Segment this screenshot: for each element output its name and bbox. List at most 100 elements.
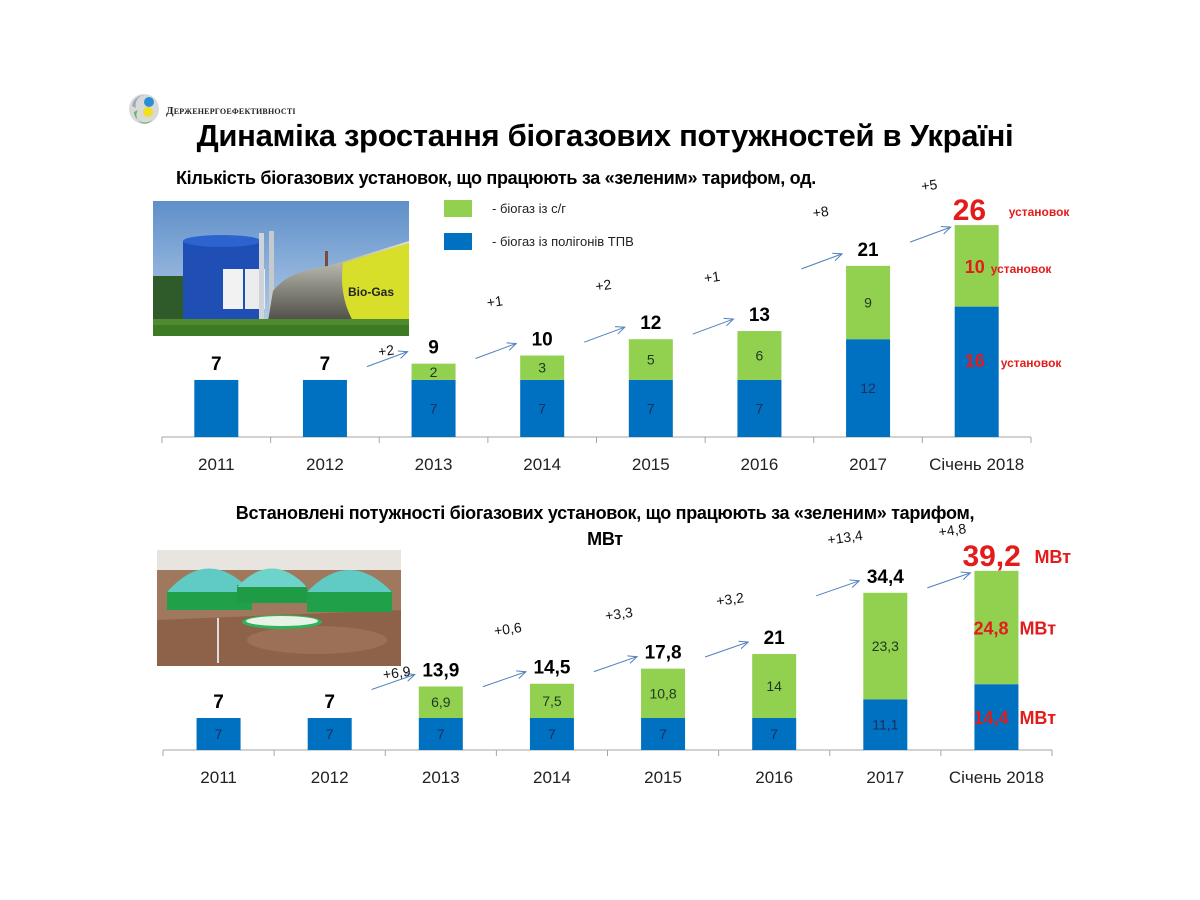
bar-agri [737, 331, 782, 380]
bar-landfill-label: 7 [215, 726, 223, 742]
increment-arrow [801, 254, 842, 270]
last-total-unit: установок [1009, 205, 1071, 219]
last-agri-value: 10 [965, 257, 985, 277]
bar-landfill-label: 7 [647, 400, 655, 416]
bar-total-label: 7 [211, 354, 222, 375]
increment-label: +13,4 [826, 527, 864, 548]
last-landfill-value: 14,4 [973, 708, 1008, 728]
increment-arrow [909, 227, 951, 243]
increment-label: +8 [812, 203, 830, 221]
x-tick-label: 2011 [198, 455, 235, 474]
bar-agri-label: 6 [756, 348, 764, 364]
logo-icon [129, 94, 159, 124]
increment-arrow [593, 657, 637, 673]
chart-installations-count: 2011 7 2012 7 2013 7 2 9 2014 7 3 10 2015 7 5 12 2016 7 6 1… [161, 176, 1071, 474]
last-agri-unit: МВт [1019, 619, 1056, 639]
bar-total-label: 7 [213, 692, 224, 713]
org-logo: Держенергоефективності [128, 92, 308, 126]
bar-total-label: 21 [764, 628, 786, 649]
increment-arrow [475, 344, 517, 359]
bar-landfill [418, 718, 463, 750]
increment-label: +1 [703, 268, 721, 286]
bar-landfill-label: 11,1 [872, 717, 898, 733]
bar-total-label: 12 [640, 313, 661, 334]
increment-label: +4,8 [938, 520, 968, 540]
x-tick-label: 2014 [523, 455, 561, 474]
increment-label: +0,6 [493, 619, 523, 639]
increment-label: +3,2 [715, 589, 745, 609]
bar-landfill [194, 379, 239, 437]
increment-label: +2 [377, 342, 395, 360]
bar-agri-label: 9 [864, 295, 872, 311]
bar-agri [520, 355, 565, 380]
chart2-title-line2: МВт [587, 529, 623, 549]
x-tick-label: 2017 [866, 768, 904, 787]
increment-label: +6,9 [382, 663, 412, 683]
chart-installed-capacity: 2011 7 7 2012 7 7 2013 7 6,9 13,9 2014 7 7,5 14,5 2015… [162, 520, 1071, 787]
bar-landfill [196, 718, 241, 750]
bar-landfill [752, 718, 797, 750]
bar-landfill [302, 379, 347, 437]
last-total-unit: МВт [1034, 547, 1071, 567]
biogas-plant-photo: Bio-Gas [153, 201, 409, 336]
bar-landfill [307, 718, 352, 750]
bar-landfill [520, 379, 565, 437]
bar-agri [411, 363, 456, 380]
bar-agri-label: 7,5 [542, 693, 562, 709]
bar-total-label: 21 [857, 240, 879, 261]
legend-swatch-landfill [444, 233, 472, 250]
last-total-value: 26 [953, 194, 986, 227]
legend-swatch-agri [444, 200, 472, 217]
bar-landfill [737, 379, 782, 437]
bar-total-label: 7 [324, 692, 335, 713]
x-tick-label: 2011 [200, 768, 237, 787]
last-landfill-unit: установок [1001, 356, 1063, 370]
chart2-title-line1: Встановлені потужності біогазових устано… [235, 503, 975, 523]
org-name: Держенергоефективності [166, 105, 296, 117]
bar-total-label: 34,4 [867, 567, 904, 588]
bar-agri [752, 654, 797, 719]
bar-landfill [863, 699, 908, 750]
bar-landfill-label: 7 [659, 726, 667, 742]
legend-label-agri: - біогаз із с/г [492, 201, 566, 216]
legend-label-landfill: - біогаз із полігонів ТПВ [492, 234, 634, 249]
increment-arrow [704, 642, 748, 658]
bar-landfill-label: 7 [430, 400, 438, 416]
x-tick-label: 2015 [632, 455, 670, 474]
bar-landfill [641, 718, 686, 750]
bar-total-label: 13 [749, 305, 770, 326]
last-agri-value: 24,8 [973, 619, 1008, 639]
increment-arrow [482, 672, 526, 688]
x-tick-label: Січень 2018 [949, 768, 1044, 787]
increment-arrow [927, 573, 970, 589]
bar-total-label: 10 [532, 330, 553, 351]
bar-agri-label: 3 [538, 360, 546, 376]
bar-agri-label: 5 [647, 352, 655, 368]
increment-arrow [816, 581, 859, 597]
chart2-title: Встановлені потужності біогазових устано… [0, 500, 1200, 552]
bar-total-label: 7 [320, 354, 331, 375]
legend-item-agri: - біогаз із с/г [444, 200, 566, 217]
bar-landfill [954, 306, 999, 437]
bar-agri [954, 225, 999, 307]
bar-agri [529, 683, 574, 719]
increment-arrow [584, 327, 625, 343]
x-tick-label: 2013 [415, 455, 453, 474]
bar-agri [628, 339, 673, 380]
bar-landfill-label: 7 [756, 400, 764, 416]
bar-agri-label: 14 [766, 678, 782, 694]
chart1-title: Кількість біогазових установок, що працю… [176, 168, 816, 188]
page-title: Динаміка зростання біогазових потужносте… [196, 118, 1014, 153]
increment-label: +5 [920, 176, 938, 194]
bar-landfill [628, 379, 673, 437]
bar-agri [846, 265, 891, 340]
svg-text:Bio-Gas: Bio-Gas [348, 285, 394, 299]
bar-agri-label: 10,8 [649, 685, 676, 701]
x-tick-label: 2016 [741, 455, 779, 474]
last-landfill-unit: МВт [1019, 708, 1056, 728]
x-tick-label: Січень 2018 [929, 455, 1024, 474]
bar-agri-label: 23,3 [872, 638, 899, 654]
bar-agri-label: 2 [430, 364, 438, 380]
bar-landfill-label: 12 [860, 380, 876, 396]
